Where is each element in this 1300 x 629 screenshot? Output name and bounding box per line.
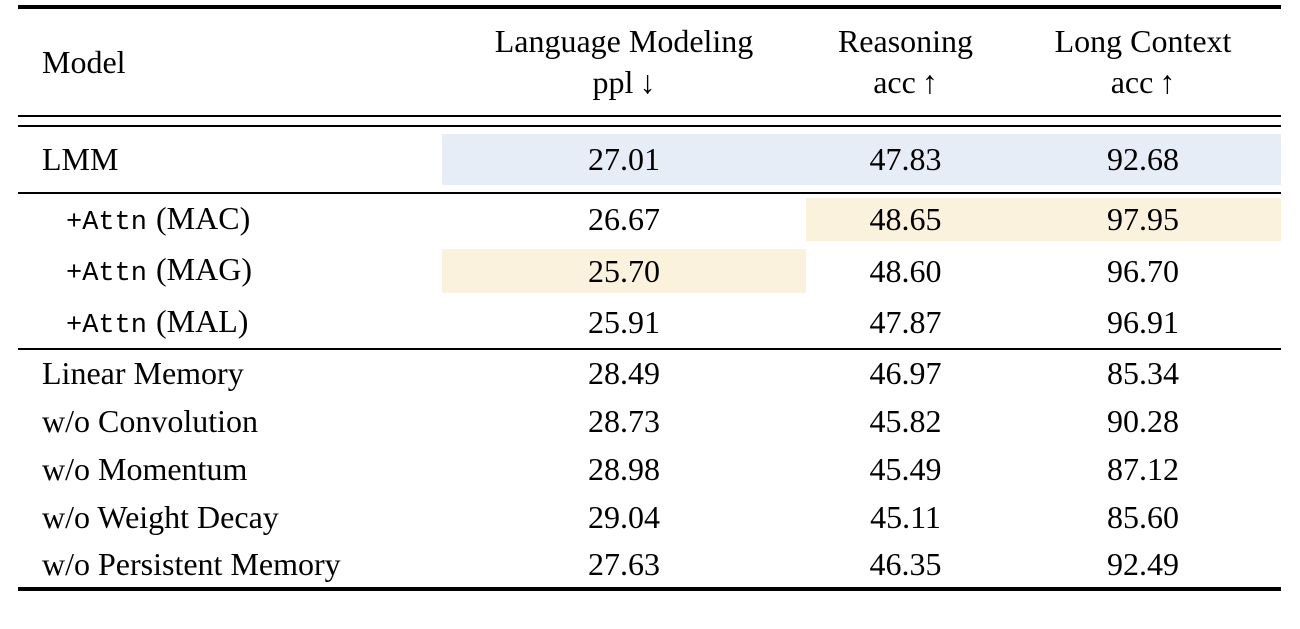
cell-ppl: 28.73	[588, 402, 660, 439]
cell-long-context-acc: 96.70	[1107, 252, 1179, 289]
table-row-wo-momentum: w/o Momentum 28.98 45.49 87.12	[18, 445, 1281, 493]
table-row-wo-weight-decay: w/o Weight Decay 29.04 45.11 85.60	[18, 493, 1281, 541]
metric-label: ppl	[592, 64, 634, 100]
model-name: +Attn (MAL)	[18, 297, 442, 350]
cell-reasoning-acc: 48.65	[806, 193, 1005, 245]
cell-long-context-acc: 85.60	[1107, 498, 1179, 535]
cell-ppl: 25.91	[442, 297, 806, 350]
model-name: w/o Weight Decay	[42, 498, 279, 535]
column-title: Reasoning	[837, 23, 974, 60]
column-header-reasoning: Reasoning acc ↑	[806, 7, 1005, 115]
up-arrow-icon: ↑	[1159, 64, 1176, 100]
model-name: w/o Persistent Memory	[42, 545, 341, 582]
cell-ppl: 26.67	[588, 201, 660, 238]
up-arrow-icon: ↑	[921, 64, 938, 100]
cell-ppl: 28.49	[588, 355, 660, 392]
column-metric: ppl ↓	[442, 64, 806, 101]
column-header-language-modeling: Language Modeling ppl ↓	[442, 7, 806, 115]
model-name: +Attn (MAC)	[18, 193, 442, 245]
model-name: w/o Momentum	[42, 450, 248, 487]
header-double-rule	[18, 115, 1281, 127]
model-name: LMM	[18, 127, 442, 194]
cell-reasoning-acc: 45.82	[869, 402, 942, 439]
table-header-row: Model Language Modeling ppl ↓ Reasoning a…	[18, 7, 1281, 115]
down-arrow-icon: ↓	[639, 64, 656, 100]
cell-long-context-acc: 85.34	[1107, 355, 1179, 392]
cell-long-context-acc: 92.49	[1107, 545, 1179, 582]
cell-reasoning-acc: 45.49	[869, 450, 942, 487]
column-header-model: Model	[42, 43, 126, 80]
cell-ppl: 29.04	[588, 498, 660, 535]
column-title: Language Modeling	[494, 23, 754, 60]
cell-long-context-acc: 87.12	[1107, 450, 1179, 487]
model-variant: (MAC)	[156, 199, 251, 236]
cell-long-context-acc: 90.28	[1107, 402, 1179, 439]
column-title: Long Context	[1054, 23, 1232, 60]
cell-reasoning-acc: 45.11	[870, 498, 941, 535]
table-row-attn-mal: +Attn (MAL) 25.91 47.87 96.91	[18, 297, 1281, 350]
column-header-long-context: Long Context acc ↑	[1005, 7, 1281, 115]
model-name-mono: +Attn	[66, 207, 148, 238]
table-row-wo-convolution: w/o Convolution 28.73 45.82 90.28	[18, 397, 1281, 445]
cell-ppl: 27.01	[442, 127, 806, 194]
column-metric: acc ↑	[806, 64, 1005, 101]
cell-reasoning-acc: 47.87	[806, 297, 1005, 350]
table-row-attn-mac: +Attn (MAC) 26.67 48.65 97.95	[18, 193, 1281, 245]
table-row-lmm: LMM 27.01 47.83 92.68	[18, 127, 1281, 194]
column-metric: acc ↑	[1005, 64, 1281, 101]
model-name-mono: +Attn	[66, 310, 148, 341]
table-row-wo-persistent-memory: w/o Persistent Memory 27.63 46.35 92.49	[18, 541, 1281, 589]
model-name-mono: +Attn	[66, 259, 148, 290]
cell-ppl: 28.98	[588, 450, 660, 487]
cell-reasoning-acc: 46.35	[869, 545, 942, 582]
model-name: Linear Memory	[42, 355, 244, 392]
ablation-results-table: Model Language Modeling ppl ↓ Reasoning a…	[18, 5, 1281, 591]
metric-label: acc	[1110, 64, 1154, 100]
cell-ppl: 27.63	[588, 545, 660, 582]
model-name: w/o Convolution	[42, 402, 259, 439]
cell-long-context-acc: 92.68	[1005, 127, 1281, 194]
cell-reasoning-acc: 46.97	[869, 355, 942, 392]
table-row-attn-mag: +Attn (MAG) 25.70 48.60 96.70	[18, 245, 1281, 297]
model-name: +Attn (MAG)	[18, 245, 442, 297]
cell-long-context-acc: 96.91	[1005, 297, 1281, 350]
cell-ppl: 25.70	[442, 245, 806, 297]
table-row-linear-memory: Linear Memory 28.49 46.97 85.34	[18, 349, 1281, 397]
model-variant: (MAL)	[156, 302, 249, 339]
cell-reasoning-acc: 47.83	[806, 127, 1005, 194]
double-rule-line	[18, 115, 1281, 127]
cell-reasoning-acc: 48.60	[869, 252, 942, 289]
cell-long-context-acc: 97.95	[1005, 193, 1281, 245]
model-variant: (MAG)	[156, 251, 252, 288]
metric-label: acc	[873, 64, 916, 100]
